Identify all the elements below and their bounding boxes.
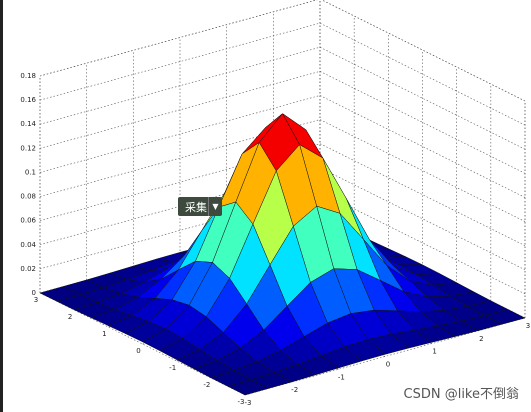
z-tick-label: 0.04 [20,241,36,249]
x-tick-label: 2 [479,335,483,343]
x-tick-label: -1 [338,373,345,381]
z-tick-label: 0 [32,289,36,297]
z-tick-label: 0.06 [20,217,36,225]
grid-line [39,0,526,102]
y-tick-label: 3 [34,296,38,304]
y-tick-label: -1 [169,364,176,372]
window-edge [0,0,3,412]
z-tick-label: 0.08 [20,193,36,201]
collect-button[interactable]: 采集 ▼ [178,197,222,216]
button-label[interactable]: 采集 [185,200,207,214]
y-tick-label: -2 [203,381,210,389]
z-tick-label: 0.14 [20,120,36,128]
x-tick-label: -3 [245,399,252,407]
y-tick-label: 1 [102,330,106,338]
watermark: CSDN @like不倒翁 [403,387,519,402]
y-tick-label: 2 [68,313,72,321]
z-tick-label: 0.02 [20,265,36,273]
surface-patch [227,379,270,396]
y-tick-label: -3 [238,398,245,406]
x-tick-label: 1 [432,348,436,356]
z-tick-label: 0.18 [20,72,36,80]
y-tick-label: 0 [136,347,140,355]
grid-line [39,22,526,126]
z-tick-label: 0.16 [20,96,36,104]
box-edge [321,0,526,102]
x-tick-label: -2 [291,386,298,394]
z-tick-label: 0.12 [20,144,36,152]
x-tick-label: 0 [386,361,390,369]
x-tick-label: 3 [526,322,530,330]
z-tick-label: 0.1 [25,168,36,176]
dropdown-arrow[interactable]: ▼ [208,197,222,216]
